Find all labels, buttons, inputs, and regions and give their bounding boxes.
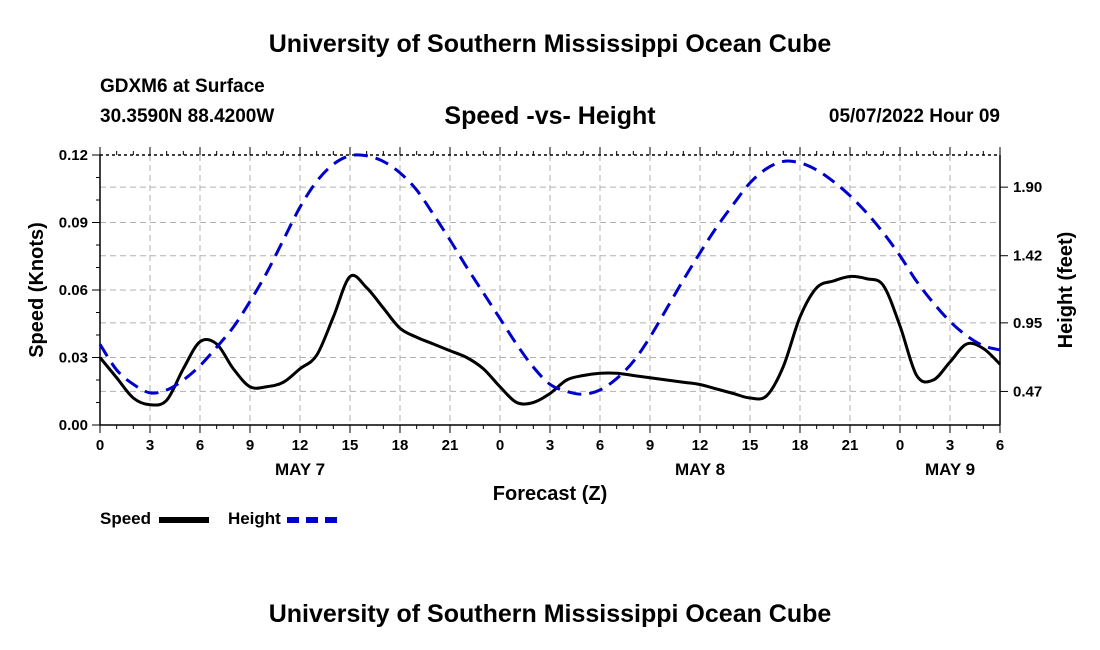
y-tick-label: 0.09 [59, 215, 88, 232]
station-label: GDXM6 at Surface [100, 76, 265, 97]
x-tick-label: 18 [792, 437, 809, 454]
y-tick-label: 0.03 [59, 350, 88, 367]
y2-tick-label: 1.90 [1013, 179, 1042, 196]
day-label: MAY 9 [925, 460, 975, 479]
chart-title: Speed -vs- Height [444, 102, 656, 130]
height-series-line [98, 153, 1001, 396]
day-label: MAY 8 [675, 460, 725, 479]
x-tick-label: 12 [292, 437, 309, 454]
footer-title: University of Southern Mississippi Ocean… [268, 600, 832, 628]
station-coordinates: 30.3590N 88.4200W [100, 106, 275, 127]
x-tick-label: 21 [842, 437, 859, 454]
day-label: MAY 7 [275, 460, 325, 479]
legend-height-swatch [287, 516, 338, 523]
x-tick-label: 6 [596, 437, 604, 454]
y2-tick-label: 1.42 [1013, 248, 1042, 265]
x-tick-label: 0 [96, 437, 104, 454]
legend-height-label: Height [227, 509, 281, 528]
forecast-date: 05/07/2022 Hour 09 [828, 106, 1000, 127]
y-tick-label: 0.06 [59, 282, 88, 299]
x-tick-label: 0 [496, 437, 504, 454]
x-tick-label: 9 [246, 437, 254, 454]
x-tick-label: 9 [646, 437, 654, 454]
legend: Speed Height [100, 509, 338, 529]
x-tick-label: 3 [146, 437, 154, 454]
y-tick-label: 0.12 [59, 147, 88, 164]
legend-speed-label: Speed [100, 509, 152, 528]
y-axis-label: Speed (Knots) [26, 222, 48, 358]
x-tick-label: 6 [996, 437, 1004, 454]
y2-tick-label: 0.47 [1013, 383, 1042, 400]
page-title: University of Southern Mississippi Ocean… [268, 30, 832, 58]
y2-tick-label: 0.95 [1013, 315, 1042, 332]
x-tick-label: 15 [742, 437, 759, 454]
x-tick-label: 3 [546, 437, 554, 454]
x-tick-label: 3 [946, 437, 954, 454]
x-tick-label: 0 [896, 437, 904, 454]
x-tick-label: 6 [196, 437, 204, 454]
legend-speed-swatch [159, 516, 210, 523]
y2-axis-label: Height (feet) [1055, 232, 1077, 349]
speed-height-chart: 0 3 6 9 12 15 18 21 0 3 6 9 12 15 18 21 0 3 6 MAY 7 MAY 8 MAY… [26, 102, 1077, 505]
x-tick-label: 12 [692, 437, 709, 454]
x-tick-label: 15 [342, 437, 359, 454]
x-axis-label: Forecast (Z) [493, 483, 607, 505]
x-tick-label: 18 [392, 437, 409, 454]
speed-series-line [98, 273, 1002, 407]
y-tick-label: 0.00 [59, 417, 88, 434]
x-tick-label: 21 [442, 437, 459, 454]
